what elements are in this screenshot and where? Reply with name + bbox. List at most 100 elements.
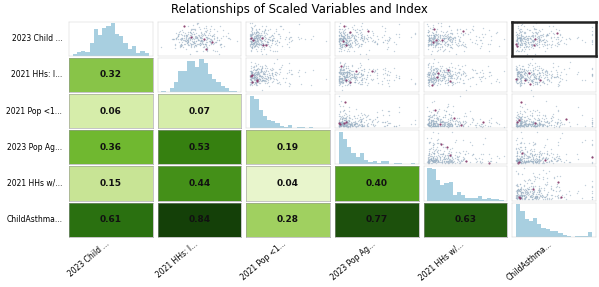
Point: [259, 78, 269, 83]
Point: [247, 21, 257, 26]
Point: [485, 73, 494, 78]
Point: [250, 69, 259, 74]
Point: [394, 104, 404, 109]
Point: [426, 33, 436, 38]
Point: [443, 36, 453, 41]
Point: [465, 140, 474, 144]
Point: [437, 122, 446, 127]
Point: [535, 66, 544, 70]
Point: [368, 38, 377, 42]
Point: [524, 44, 533, 49]
Point: [426, 158, 436, 162]
Point: [550, 193, 560, 198]
Point: [442, 147, 452, 151]
Point: [428, 42, 437, 46]
Point: [541, 38, 550, 42]
Point: [258, 35, 267, 40]
Point: [429, 82, 439, 87]
Point: [251, 78, 261, 82]
Point: [338, 120, 347, 125]
Point: [428, 77, 438, 82]
Point: [554, 27, 564, 32]
Point: [454, 71, 464, 76]
Point: [546, 158, 555, 163]
Point: [268, 72, 277, 77]
Point: [525, 82, 535, 87]
Bar: [373, 161, 377, 164]
Point: [447, 129, 457, 134]
Point: [425, 154, 434, 159]
Point: [540, 142, 550, 147]
Point: [573, 156, 583, 161]
Point: [341, 78, 351, 82]
Point: [521, 77, 530, 82]
Point: [458, 28, 468, 33]
Point: [516, 158, 526, 163]
Point: [262, 77, 272, 82]
Point: [341, 119, 351, 123]
Point: [514, 154, 524, 159]
Point: [525, 119, 534, 123]
Point: [516, 185, 525, 190]
Point: [520, 71, 530, 76]
Point: [362, 73, 372, 77]
Point: [389, 124, 398, 129]
Point: [530, 196, 540, 201]
Point: [439, 75, 449, 80]
Point: [341, 40, 351, 45]
Point: [428, 141, 438, 146]
Point: [426, 32, 435, 37]
Point: [435, 82, 445, 86]
Point: [346, 81, 355, 86]
Point: [246, 74, 255, 79]
Point: [188, 40, 198, 45]
Point: [512, 136, 522, 140]
Point: [392, 124, 401, 128]
Point: [559, 195, 569, 199]
Point: [553, 155, 562, 160]
Point: [476, 122, 486, 127]
Point: [533, 122, 542, 127]
Point: [432, 70, 442, 75]
Point: [519, 122, 528, 127]
Point: [250, 40, 259, 44]
Point: [521, 160, 530, 165]
Point: [426, 122, 435, 127]
Point: [423, 117, 432, 121]
Point: [521, 45, 530, 49]
Point: [205, 42, 215, 47]
Point: [529, 33, 539, 38]
Point: [262, 39, 272, 44]
Point: [527, 153, 536, 158]
Point: [541, 98, 551, 103]
Point: [432, 155, 442, 160]
Point: [294, 73, 304, 78]
Point: [528, 34, 537, 38]
Point: [385, 121, 395, 126]
Point: [587, 24, 597, 29]
Point: [352, 75, 362, 79]
Point: [527, 43, 537, 48]
Point: [433, 31, 443, 36]
Point: [247, 36, 256, 40]
Point: [444, 121, 454, 126]
Point: [435, 47, 445, 51]
Point: [546, 43, 556, 47]
Point: [339, 118, 349, 123]
Point: [513, 41, 522, 46]
Point: [210, 49, 219, 54]
Point: [380, 65, 389, 70]
Point: [362, 124, 372, 129]
Point: [267, 43, 276, 48]
Point: [527, 78, 537, 82]
Point: [356, 35, 366, 40]
Point: [204, 42, 214, 47]
Point: [341, 115, 351, 120]
Point: [246, 48, 256, 52]
Point: [478, 71, 488, 75]
Point: [252, 70, 262, 74]
Point: [437, 69, 446, 74]
Point: [426, 52, 436, 56]
Point: [542, 32, 552, 37]
Point: [513, 195, 523, 200]
